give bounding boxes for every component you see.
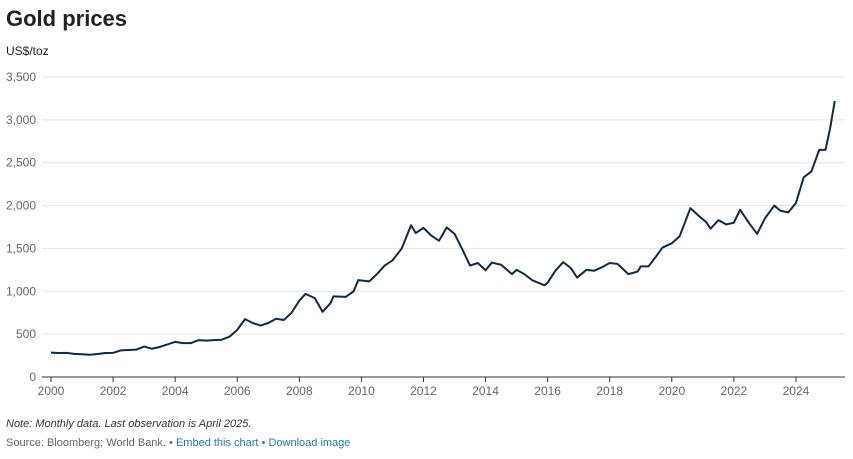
- unit-label: US$/toz: [6, 44, 49, 58]
- x-tick-label: 2018: [596, 384, 623, 398]
- y-tick-label: 2,500: [6, 156, 36, 170]
- chart-title: Gold prices: [6, 6, 128, 31]
- x-tick-label: 2006: [224, 384, 251, 398]
- x-tick-label: 2022: [721, 384, 748, 398]
- x-tick-label: 2016: [534, 384, 561, 398]
- source: Source: Bloomberg; World Bank.: [6, 437, 166, 449]
- download-link[interactable]: Download image: [268, 437, 351, 449]
- x-tick-label: 2010: [348, 384, 375, 398]
- source-line: Source: Bloomberg; World Bank. • Embed t…: [6, 437, 351, 449]
- price-line: [50, 100, 836, 356]
- y-tick-label: 1,000: [6, 284, 36, 298]
- y-tick-label: 3,000: [6, 113, 36, 127]
- x-tick-label: 2014: [472, 384, 499, 398]
- y-tick-label: 0: [29, 370, 36, 384]
- y-tick-label: 1,500: [6, 241, 36, 255]
- x-tick-label: 2000: [38, 384, 65, 398]
- y-tick-label: 3,500: [6, 70, 36, 84]
- embed-link[interactable]: Embed this chart: [175, 437, 259, 449]
- x-tick-label: 2020: [658, 384, 685, 398]
- x-tick-label: 2012: [410, 384, 437, 398]
- y-tick-label: 2,000: [6, 199, 36, 213]
- y-tick-label: 500: [16, 327, 36, 341]
- note: Note: Monthly data. Last observation is …: [6, 418, 252, 430]
- x-tick-label: 2024: [783, 384, 810, 398]
- x-tick-label: 2004: [162, 384, 189, 398]
- x-tick-label: 2002: [100, 384, 127, 398]
- x-tick-label: 2008: [286, 384, 313, 398]
